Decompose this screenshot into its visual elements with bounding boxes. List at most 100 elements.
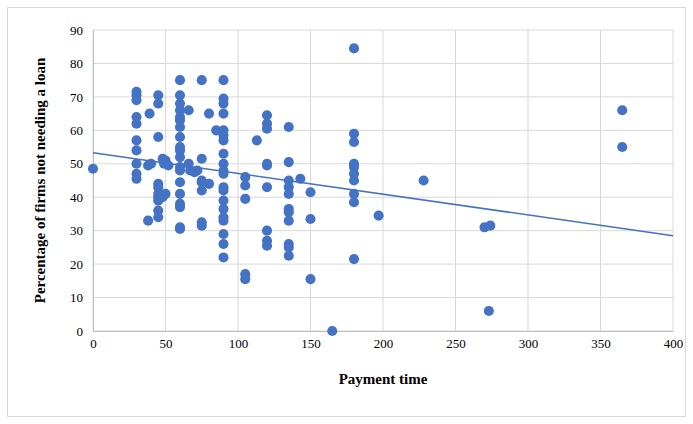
y-tick-label: 80	[70, 56, 83, 71]
scatter-point	[218, 99, 228, 109]
scatter-point	[349, 254, 359, 264]
chart: 0 50 100 150 200 250 300 350 400 0 10 20 30 40 50 60 70 8…	[0, 0, 693, 424]
scatter-point	[131, 95, 141, 105]
x-axis-title: Payment time	[339, 371, 428, 387]
scatter-point	[218, 109, 228, 119]
x-tick: 300	[519, 331, 539, 351]
scatter-point	[617, 142, 627, 152]
x-tick: 350	[591, 331, 611, 351]
scatter-point	[485, 221, 495, 231]
scatter-point	[163, 160, 173, 170]
x-tick-label: 300	[519, 336, 539, 351]
x-grid-line	[528, 30, 529, 331]
chart-border	[8, 8, 686, 417]
scatter-point	[175, 165, 185, 175]
y-tick-label: 90	[70, 23, 83, 38]
scatter-point	[349, 197, 359, 207]
plot: 0 50 100 150 200 250 300 350 400 0 10 20 30 40 50 60 70 8…	[70, 23, 683, 352]
scatter-point	[374, 211, 384, 221]
y-tick-label: 10	[70, 290, 83, 305]
x-axis: 0 50 100 150 200 250 300 350 400	[90, 331, 683, 351]
scatter-point	[305, 187, 315, 197]
scatter-point	[349, 137, 359, 147]
scatter-point	[218, 229, 228, 239]
x-tick-label: 150	[301, 336, 321, 351]
y-tick-label: 20	[70, 257, 83, 272]
y-tick-label: 50	[70, 156, 83, 171]
y-tick: 70	[70, 90, 93, 105]
x-tick: 250	[446, 331, 466, 351]
y-axis: 0 10 20 30 40 50 60 70 80 90	[70, 23, 94, 339]
y-tick: 10	[70, 290, 93, 305]
scatter-point	[158, 192, 168, 202]
x-grid-line	[673, 30, 674, 331]
scatter-point	[262, 182, 272, 192]
scatter-point	[284, 216, 294, 226]
y-tick-label: 40	[70, 190, 83, 205]
scatter-point	[284, 189, 294, 199]
scatter-point	[145, 109, 155, 119]
x-grid-line	[238, 30, 239, 331]
scatter-point	[262, 241, 272, 251]
x-tick-label: 50	[160, 336, 173, 351]
scatter-point	[131, 119, 141, 129]
scatter-point	[284, 122, 294, 132]
x-grid-line	[165, 30, 166, 331]
scatter-point	[284, 251, 294, 261]
y-tick-label: 70	[70, 90, 83, 105]
x-tick: 400	[664, 331, 684, 351]
scatter-point	[262, 124, 272, 134]
x-tick: 200	[374, 331, 394, 351]
y-tick: 0	[77, 324, 94, 339]
x-grid-line	[383, 30, 384, 331]
scatter-point	[131, 135, 141, 145]
scatter-point	[218, 239, 228, 249]
scatter-point	[88, 164, 98, 174]
scatter-point	[252, 135, 262, 145]
scatter-point	[175, 75, 185, 85]
x-tick-label: 250	[446, 336, 466, 351]
scatter-point	[617, 105, 627, 115]
scatter-point	[197, 154, 207, 164]
scatter-point	[143, 216, 153, 226]
x-tick-label: 100	[229, 336, 249, 351]
x-tick: 150	[301, 331, 321, 351]
scatter-point	[262, 226, 272, 236]
scatter-point	[175, 224, 185, 234]
y-tick-label: 30	[70, 223, 83, 238]
y-tick: 60	[70, 123, 93, 138]
x-grid-line	[455, 30, 456, 331]
x-tick: 100	[229, 331, 249, 351]
y-tick: 90	[70, 23, 93, 38]
scatter-point	[240, 180, 250, 190]
scatter-point	[197, 221, 207, 231]
scatter-point	[305, 214, 315, 224]
scatter-point	[175, 132, 185, 142]
scatter-point	[184, 105, 194, 115]
x-tick: 0	[90, 331, 97, 351]
scatter-point	[204, 179, 214, 189]
scatter-point	[284, 157, 294, 167]
y-tick-label: 0	[77, 324, 84, 339]
x-grid-line	[310, 30, 311, 331]
scatter-point	[218, 75, 228, 85]
scatter-point	[153, 132, 163, 142]
x-grid-line	[93, 30, 94, 331]
scatter-point	[262, 160, 272, 170]
scatter-point	[175, 189, 185, 199]
y-tick: 40	[70, 190, 93, 205]
y-axis-line	[93, 31, 94, 332]
y-axis-title: Percentage of firms not needing a loan	[32, 57, 48, 303]
scatter-point	[484, 306, 494, 316]
marks	[88, 43, 673, 336]
scatter-point	[197, 75, 207, 85]
scatter-point	[305, 274, 315, 284]
y-tick: 30	[70, 223, 93, 238]
scatter-point	[327, 326, 337, 336]
x-tick-label: 0	[90, 336, 97, 351]
y-tick-label: 60	[70, 123, 83, 138]
scatter-point	[218, 252, 228, 262]
x-axis-line	[94, 331, 674, 332]
x-tick-label: 350	[591, 336, 611, 351]
scatter-point	[175, 177, 185, 187]
